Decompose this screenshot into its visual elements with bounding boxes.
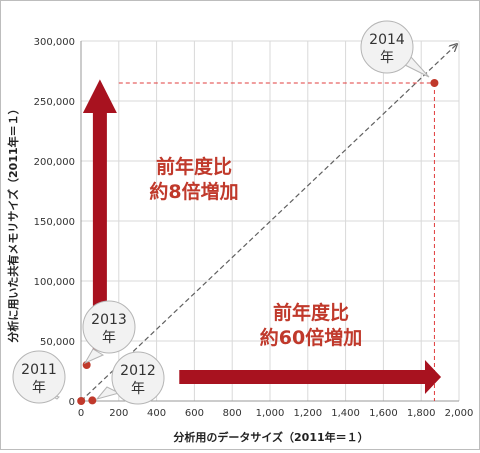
- callout-bubble: [360, 20, 414, 74]
- point-label: 2014 年: [369, 32, 405, 66]
- x-tick-label: 200: [109, 408, 128, 419]
- x-tick-label: 600: [185, 408, 204, 419]
- callout-tail: [95, 386, 121, 400]
- x-tick-label: 0: [78, 408, 84, 419]
- point-label-line: 年: [102, 330, 116, 346]
- y-tick-label: 200,000: [34, 157, 75, 168]
- growth-annotation-line: 前年度比: [273, 301, 349, 324]
- point-label-line: 年: [32, 380, 46, 396]
- data-point: [430, 79, 439, 87]
- year-callout: 2012 年: [95, 351, 165, 405]
- point-label-line: 2012: [120, 363, 156, 379]
- x-tick-label: 2,000: [445, 408, 474, 419]
- x-tick-label: 400: [147, 408, 166, 419]
- growth-annotation-line: 約8倍増加: [149, 180, 238, 203]
- y-tick-label: 300,000: [34, 37, 75, 48]
- y-tick-label: 250,000: [34, 97, 75, 108]
- callout-bubble: [111, 351, 165, 405]
- data-point: [77, 396, 86, 405]
- year-callout: 2014 年: [360, 20, 430, 78]
- x-tick-label: 1,600: [369, 408, 398, 419]
- callout-bubble: [12, 350, 66, 404]
- y-tick-label: 50,000: [40, 337, 75, 348]
- point-label-line: 年: [380, 50, 394, 66]
- y-tick-label: 0: [69, 397, 75, 408]
- year-callout: 2013 年: [82, 300, 136, 365]
- point-label: 2011 年: [21, 362, 57, 396]
- x-tick-label: 800: [223, 408, 242, 419]
- growth-annotation: 前年度比約8倍増加: [149, 155, 238, 203]
- x-tick-label: 1,400: [331, 408, 360, 419]
- data-point: [88, 396, 97, 405]
- callout-bubble: [82, 300, 136, 354]
- y-axis-label: 分析に用いた共有メモリサイズ（2011年＝１）: [6, 103, 20, 342]
- y-tick-label: 100,000: [34, 277, 75, 288]
- point-label-line: 2011: [21, 362, 57, 378]
- growth-annotation-line: 前年度比: [156, 155, 232, 178]
- point-label-line: 年: [131, 381, 145, 397]
- up-arrow: [82, 79, 117, 351]
- point-label-line: 2013: [91, 312, 127, 328]
- point-label-line: 2014: [369, 32, 405, 48]
- year-callout: 2011 年: [12, 350, 66, 404]
- point-label: 2012 年: [120, 363, 156, 397]
- x-tick-label: 1,000: [256, 408, 285, 419]
- x-tick-label: 1,200: [293, 408, 322, 419]
- right-arrow: [179, 360, 442, 394]
- point-label: 2013 年: [91, 312, 127, 346]
- growth-annotation-line: 約60倍増加: [260, 326, 362, 349]
- callout-tail: [83, 348, 105, 365]
- trend-line: [80, 44, 457, 402]
- x-axis-label: 分析用のデータサイズ（2011年＝１）: [173, 430, 368, 444]
- growth-annotation: 前年度比約60倍増加: [260, 301, 362, 349]
- y-tick-label: 150,000: [34, 217, 75, 228]
- x-tick-label: 1,800: [407, 408, 436, 419]
